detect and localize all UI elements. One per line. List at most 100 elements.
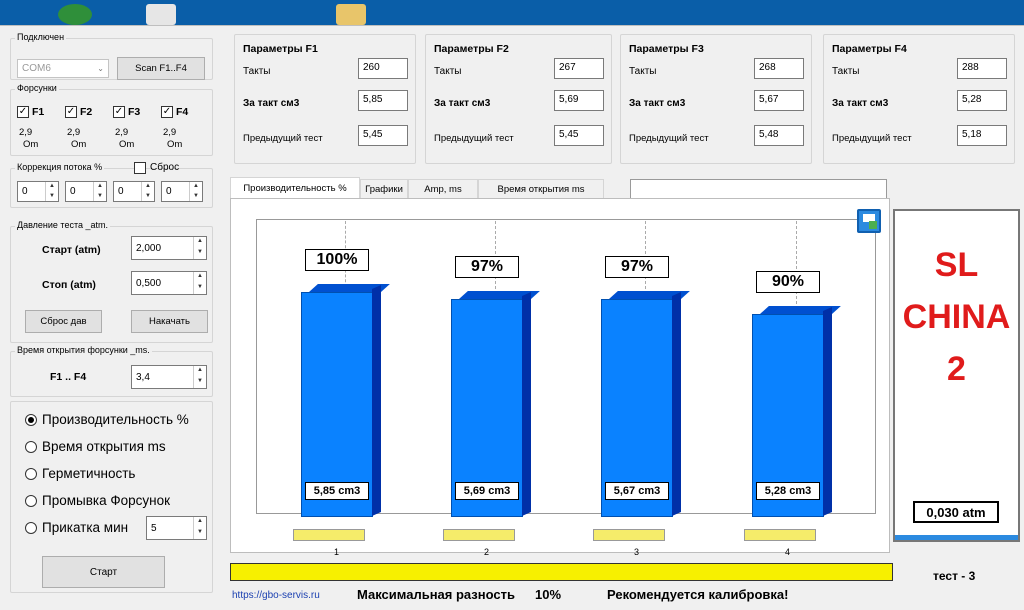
mode-label-3: Герметичность <box>42 466 136 481</box>
chart-leader-line-4 <box>796 221 797 314</box>
chart-volume-label-2: 5,69 cm3 <box>455 482 519 500</box>
mode-radio-1[interactable] <box>25 414 37 426</box>
tab-graphs[interactable]: Графики <box>360 179 408 199</box>
per-cycle-label-f3: За такт см3 <box>629 98 686 109</box>
brand-panel: SL CHINA 2 0,030 atm <box>893 209 1020 542</box>
pressure-level-bar <box>895 535 1018 540</box>
mode-label-1: Производительность % <box>42 412 189 427</box>
flow-correction-label: Коррекция потока % <box>15 162 105 172</box>
brand-line-3: 2 <box>947 350 966 388</box>
scan-button[interactable]: Scan F1..F4 <box>117 57 205 80</box>
app-icon[interactable] <box>146 4 176 25</box>
recommendation-text: Рекомендуется калибровка! <box>607 587 789 602</box>
reset-checkbox[interactable] <box>134 162 146 174</box>
tab-performance[interactable]: Производительность % <box>230 177 360 199</box>
prev-test-label-f4: Предыдущий тест <box>832 133 912 144</box>
reset-label: Сброс <box>150 162 180 173</box>
prev-test-field-f1[interactable]: 5,45 <box>358 125 408 146</box>
prev-test-label-f3: Предыдущий тест <box>629 133 709 144</box>
injector-resistance-1: 2,9 <box>19 127 33 138</box>
chart-bar-1 <box>301 292 373 517</box>
start-pressure-spinner[interactable]: ▲ ▼ <box>193 237 206 259</box>
mode-radio-5[interactable] <box>25 522 37 534</box>
injector-checkbox-4[interactable]: ✓ <box>161 106 173 118</box>
chart-volume-label-3: 5,67 cm3 <box>605 482 669 500</box>
prev-test-field-f2[interactable]: 5,45 <box>554 125 604 146</box>
run-in-input[interactable]: 5 ▲ ▼ <box>146 516 207 540</box>
stop-pressure-input[interactable]: 0,500 ▲ ▼ <box>131 271 207 295</box>
cycles-label-f1: Такты <box>243 66 271 77</box>
save-icon[interactable] <box>857 209 881 233</box>
start-button[interactable]: Старт <box>42 556 165 588</box>
folder-icon[interactable] <box>336 4 366 25</box>
params-group-f3: Параметры F3 Такты 268 За такт см3 5,67 Преды… <box>620 34 812 164</box>
flow-correction-value-1: 0 <box>22 186 28 197</box>
injector-label-4: F4 <box>176 106 189 118</box>
flow-correction-value-3: 0 <box>118 186 124 197</box>
chart-x-tick-3: 3 <box>634 547 640 557</box>
cycles-label-f4: Такты <box>832 66 860 77</box>
per-cycle-label-f1: За такт см3 <box>243 98 300 109</box>
flow-correction-input-3[interactable]: 0 ▲ ▼ <box>113 181 155 202</box>
flow-correction-spinner-1[interactable]: ▲ ▼ <box>45 182 58 201</box>
app-icon[interactable] <box>58 4 92 25</box>
chart-value-label-1: 100% <box>305 249 369 271</box>
start-pressure-label: Старт (atm) <box>42 244 101 256</box>
main-window: Подключен COM6 ⌄ Scan F1..F4 Форсунки Ко… <box>0 25 1024 610</box>
pump-button[interactable]: Накачать <box>131 310 208 333</box>
open-time-input[interactable]: 3,4 ▲ ▼ <box>131 365 207 389</box>
flow-correction-spinner-2[interactable]: ▲ ▼ <box>93 182 106 201</box>
params-title-f2: Параметры F2 <box>434 43 509 55</box>
per-cycle-field-f1[interactable]: 5,85 <box>358 90 408 111</box>
cycles-field-f2[interactable]: 267 <box>554 58 604 79</box>
flow-correction-spinner-3[interactable]: ▲ ▼ <box>141 182 154 201</box>
per-cycle-field-f3[interactable]: 5,67 <box>754 90 804 111</box>
injector-checkbox-2[interactable]: ✓ <box>65 106 77 118</box>
injector-checkbox-3[interactable]: ✓ <box>113 106 125 118</box>
modes-group <box>10 401 213 593</box>
cycles-field-f3[interactable]: 268 <box>754 58 804 79</box>
prev-test-field-f3[interactable]: 5,48 <box>754 125 804 146</box>
per-cycle-label-f2: За такт см3 <box>434 98 491 109</box>
chart-value-label-3: 97% <box>605 256 669 278</box>
open-time-spinner[interactable]: ▲ ▼ <box>193 366 206 388</box>
chart-x-tick-1: 1 <box>334 547 340 557</box>
run-in-spinner[interactable]: ▲ ▼ <box>193 517 206 539</box>
prev-test-label-f2: Предыдущий тест <box>434 133 514 144</box>
chart-bar-base-2 <box>443 529 515 541</box>
params-title-f1: Параметры F1 <box>243 43 318 55</box>
mode-radio-4[interactable] <box>25 495 37 507</box>
stop-pressure-label: Стоп (atm) <box>42 279 96 291</box>
injectors-group: Форсунки <box>10 83 213 156</box>
pressure-label: Давление теста _atm. <box>15 220 110 230</box>
prev-test-field-f4[interactable]: 5,18 <box>957 125 1007 146</box>
mode-radio-3[interactable] <box>25 468 37 480</box>
flow-correction-input-1[interactable]: 0 ▲ ▼ <box>17 181 59 202</box>
injector-resistance-3: 2,9 <box>115 127 129 138</box>
start-pressure-input[interactable]: 2,000 ▲ ▼ <box>131 236 207 260</box>
chart-value-label-2: 97% <box>455 256 519 278</box>
params-group-f1: Параметры F1 Такты 260 За такт см3 5,85 Преды… <box>234 34 416 164</box>
per-cycle-field-f4[interactable]: 5,28 <box>957 90 1007 111</box>
mode-radio-2[interactable] <box>25 441 37 453</box>
flow-correction-spinner-4[interactable]: ▲ ▼ <box>189 182 202 201</box>
flow-correction-input-2[interactable]: 0 ▲ ▼ <box>65 181 107 202</box>
per-cycle-field-f2[interactable]: 5,69 <box>554 90 604 111</box>
cycles-field-f1[interactable]: 260 <box>358 58 408 79</box>
params-title-f4: Параметры F4 <box>832 43 907 55</box>
open-time-label: Время открытия форсунки _ms. <box>15 345 152 355</box>
flow-correction-value-4: 0 <box>166 186 172 197</box>
cycles-field-f4[interactable]: 288 <box>957 58 1007 79</box>
tab-amp-ms[interactable]: Amp, ms <box>408 179 478 199</box>
port-select[interactable]: COM6 ⌄ <box>17 59 109 78</box>
max-diff-label: Максимальная разность <box>357 587 515 602</box>
stop-pressure-spinner[interactable]: ▲ ▼ <box>193 272 206 294</box>
flow-correction-input-4[interactable]: 0 ▲ ▼ <box>161 181 203 202</box>
chart-bar-2 <box>451 299 523 517</box>
chart-panel: 100% 5,85 cm3 1 97% 5,69 cm3 2 97% 5,67 cm3 3 90%… <box>230 198 890 557</box>
website-link[interactable]: https://gbo-servis.ru <box>232 590 320 601</box>
injector-checkbox-1[interactable]: ✓ <box>17 106 29 118</box>
chart-bar-3 <box>601 299 673 517</box>
tab-open-time[interactable]: Время открытия ms <box>478 179 604 199</box>
reset-pressure-button[interactable]: Сброс дав <box>25 310 102 333</box>
